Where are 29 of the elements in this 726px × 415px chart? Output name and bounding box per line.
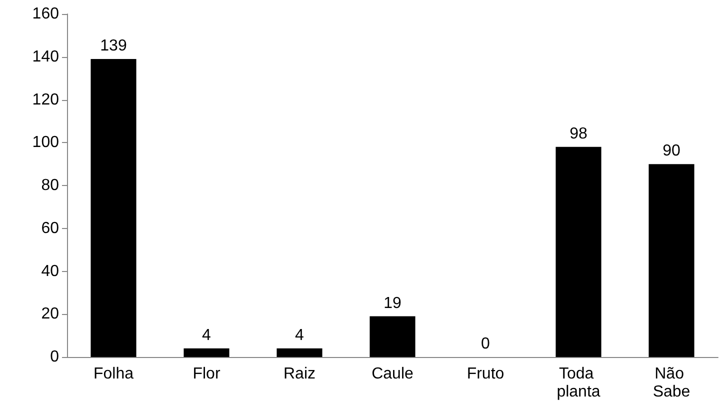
y-tick-label: 160: [32, 6, 60, 22]
bar: [90, 59, 136, 357]
bar: [276, 348, 322, 357]
data-label: 139: [100, 38, 127, 55]
y-tick-label: 100: [32, 134, 60, 152]
x-tick-label: Folha: [93, 366, 134, 382]
x-tick-label: Fruto: [466, 366, 504, 382]
bar: [184, 348, 230, 357]
data-label: 0: [481, 336, 490, 352]
x-tick-label: Raiz: [283, 366, 316, 382]
data-label: 90: [662, 142, 680, 160]
data-label: 98: [570, 125, 588, 142]
y-tick-label: 20: [41, 306, 60, 323]
data-label: 19: [384, 294, 402, 312]
y-tick-label: 80: [41, 177, 60, 194]
y-tick-label: 140: [32, 48, 60, 66]
data-label: 4: [295, 326, 304, 344]
bar: [556, 146, 602, 357]
data-label: 4: [202, 326, 212, 344]
y-tick-label: 0: [50, 348, 60, 366]
x-tick-label: Toda planta: [556, 366, 600, 400]
y-tick-label: 120: [32, 91, 60, 108]
x-tick-label: Flor: [192, 366, 221, 382]
y-tick-label: 60: [41, 220, 60, 237]
x-tick-label: Caule: [372, 366, 414, 382]
y-tick-label: 40: [41, 262, 60, 280]
bar: [370, 316, 416, 357]
bar: [648, 164, 694, 357]
x-tick-label: Não Sabe: [652, 366, 690, 400]
